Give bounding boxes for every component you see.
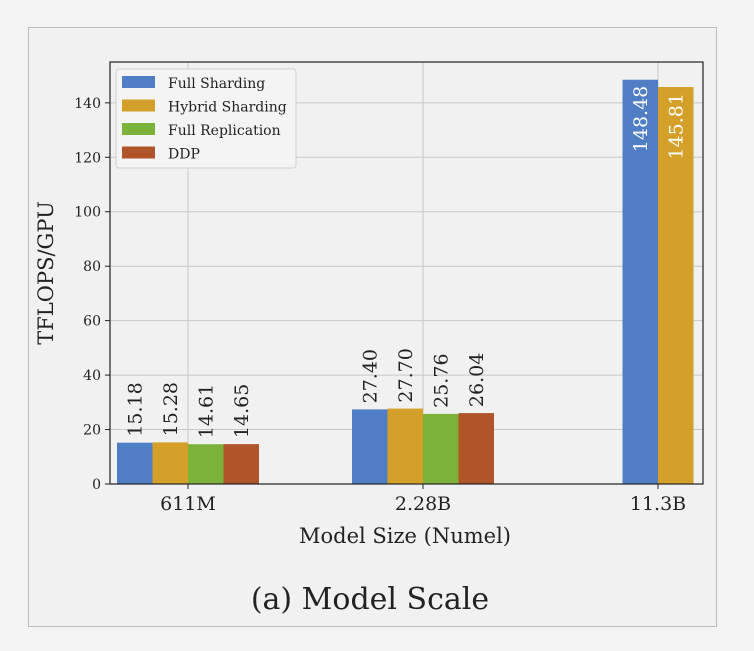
bar (152, 442, 188, 484)
legend-swatch (122, 76, 155, 88)
legend-label: Hybrid Sharding (168, 100, 287, 116)
data-label: 148.48 (630, 86, 652, 152)
data-label: 25.76 (431, 353, 453, 407)
data-label: 15.18 (125, 382, 147, 436)
data-labels: 15.18 15.28 14.61 14.65 27.40 27.70 25.76 26.04… (125, 86, 688, 438)
x-tick-label: 11.3B (630, 493, 686, 515)
x-tick-label: 611M (160, 493, 216, 515)
y-tick-label: 120 (74, 150, 101, 166)
legend-label: Full Sharding (168, 76, 265, 92)
y-axis-label: TFLOPS/GPU (34, 201, 58, 345)
x-tick-label: 2.28B (395, 493, 451, 515)
legend-swatch (122, 99, 155, 112)
data-label: 27.70 (395, 348, 417, 402)
data-label: 15.28 (160, 382, 182, 436)
y-tick-label: 40 (83, 368, 101, 384)
data-label: 145.81 (666, 93, 688, 159)
y-tick-label: 60 (83, 314, 101, 330)
data-label: 14.65 (231, 384, 253, 438)
x-ticks: 611M 2.28B 11.3B (160, 484, 686, 515)
bar (223, 444, 259, 484)
bar (423, 413, 459, 484)
bar (352, 409, 388, 484)
y-tick-label: 140 (74, 96, 101, 112)
data-label: 14.61 (196, 384, 218, 438)
y-tick-label: 100 (74, 205, 101, 221)
bar (458, 413, 494, 484)
legend-box (115, 68, 297, 169)
legend-label: Full Replication (168, 123, 281, 139)
y-tick-label: 20 (83, 423, 101, 439)
bar (188, 444, 224, 484)
bars (117, 79, 694, 485)
data-label: 27.40 (360, 349, 382, 403)
bar (622, 79, 658, 485)
y-ticks: 0 20 40 60 80 100 120 140 (74, 96, 110, 493)
bar (117, 442, 153, 484)
plot-frame (109, 61, 704, 485)
legend-label: DDP (168, 147, 200, 163)
data-label: 26.04 (466, 353, 488, 407)
legend-swatch (122, 146, 155, 159)
figure-caption: (a) Model Scale (251, 582, 489, 617)
legend: Full Sharding Hybrid Sharding Full Replica… (115, 68, 297, 169)
x-axis-label: Model Size (Numel) (299, 524, 511, 548)
y-tick-label: 0 (92, 477, 101, 493)
y-tick-label: 80 (83, 259, 101, 275)
bar (658, 87, 694, 485)
legend-swatch (122, 123, 155, 135)
bar (387, 408, 423, 484)
